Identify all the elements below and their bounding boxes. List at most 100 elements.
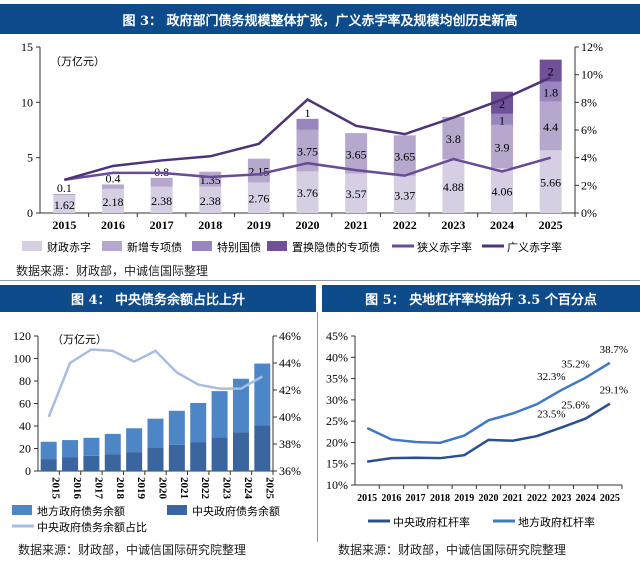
x-tick-label: 2017: [150, 218, 174, 232]
divider: [0, 280, 640, 281]
data-label: 32.3%: [537, 371, 565, 383]
data-label: 1: [305, 106, 311, 120]
legend-swatch: [22, 241, 42, 251]
y2-tick-label: 12%: [581, 40, 603, 54]
x-tick-label: 2025: [539, 218, 563, 232]
x-tick-label: 2016: [381, 493, 401, 504]
series-line: [366, 361, 611, 445]
x-tick-label: 2016: [101, 218, 125, 232]
bar: [147, 418, 164, 448]
data-label: 23.5%: [537, 409, 565, 421]
x-tick-label: 2019: [135, 477, 147, 500]
x-tick-label: 2023: [551, 493, 571, 504]
data-label: 3.37: [394, 188, 415, 202]
bar: [150, 177, 173, 187]
data-label: 38.7%: [600, 344, 628, 356]
y-tick-label: 0: [27, 206, 33, 220]
x-tick-label: 2015: [50, 477, 62, 500]
x-tick-label: 2022: [527, 493, 547, 504]
legend-label: 地方政府杠杆率: [518, 515, 595, 529]
data-label: 5.66: [540, 176, 561, 190]
legend-swatch: [167, 505, 187, 515]
bar: [53, 193, 76, 196]
bar: [254, 425, 271, 471]
unit-label: （万亿元）: [52, 333, 107, 346]
bar: [232, 432, 249, 471]
bar: [190, 402, 207, 443]
data-label: 2.18: [102, 195, 123, 209]
bar: [150, 186, 173, 213]
data-label: 4.4: [543, 120, 558, 134]
legend-label: 财政赤字: [47, 240, 91, 254]
y-tick-label: 100: [13, 352, 31, 366]
x-tick-label: 2021: [503, 493, 523, 504]
y-tick-label: 45%: [326, 329, 348, 343]
x-tick-label: 2020: [479, 493, 499, 504]
data-label: 2: [499, 97, 505, 111]
y-tick-label: 15%: [326, 457, 348, 471]
data-label: 3.65: [346, 147, 367, 161]
bar: [232, 378, 249, 433]
bar: [104, 454, 121, 471]
y-tick-label: 10%: [326, 478, 348, 492]
legend-label: 狭义赤字率: [417, 240, 472, 254]
x-tick-label: 2019: [454, 493, 474, 504]
x-tick-label: 2019: [247, 218, 271, 232]
legend-label: 中央政府债务余额占比: [37, 520, 147, 534]
bar: [442, 116, 465, 159]
y-tick-label: 20: [19, 442, 31, 456]
data-label: 25.6%: [561, 400, 589, 412]
bar: [393, 175, 416, 213]
bar: [491, 113, 514, 125]
bar: [126, 452, 143, 471]
y2-tick-label: 36%: [279, 464, 301, 478]
data-label: 3.8: [446, 132, 461, 146]
y-tick-label: 30%: [326, 393, 348, 407]
bar: [62, 440, 79, 458]
data-label: 2.76: [248, 192, 269, 206]
x-tick-label: 2021: [178, 477, 190, 499]
data-label: 2: [548, 65, 554, 79]
bar: [539, 59, 562, 82]
x-tick-label: 2015: [52, 218, 76, 232]
legend-label: 中央政府债务余额: [192, 504, 280, 518]
legend-label: 新增专项债: [127, 240, 182, 254]
fig3-source: 数据来源：财政部，中诚信国际整理: [16, 264, 209, 278]
data-label: 1.62: [54, 198, 75, 212]
data-label: 0.1: [57, 181, 72, 195]
fig4-source: 数据来源：财政部，中诚信国际研究院整理: [18, 543, 247, 557]
y2-tick-label: 8%: [581, 95, 597, 109]
data-label: 1: [499, 113, 505, 127]
x-tick-label: 2018: [114, 477, 126, 500]
legend-swatch: [102, 241, 122, 251]
data-label: 3.9: [495, 140, 510, 154]
bar: [101, 184, 124, 189]
legend-swatch: [12, 505, 32, 515]
legend-label: 特别国债: [217, 240, 261, 254]
series-line: [366, 402, 611, 463]
legend-swatch: [192, 241, 212, 251]
bar: [199, 186, 222, 213]
x-tick-label: 2020: [296, 218, 320, 232]
x-tick-label: 2018: [430, 493, 450, 504]
bar: [296, 129, 319, 172]
series-line: [63, 76, 552, 182]
legend-swatch: [267, 241, 287, 251]
bar: [101, 188, 124, 213]
data-label: 4.88: [443, 180, 464, 194]
data-label: 3.57: [346, 187, 367, 201]
y2-tick-label: 46%: [279, 329, 301, 343]
bar: [296, 118, 319, 130]
y-tick-label: 15: [21, 40, 33, 54]
y2-tick-label: 38%: [279, 437, 301, 451]
data-label: 4.06: [492, 185, 513, 199]
x-tick-label: 2017: [92, 477, 104, 500]
divider-vertical: [317, 312, 318, 542]
y2-tick-label: 40%: [279, 410, 301, 424]
bar: [83, 455, 100, 471]
y-tick-label: 10: [21, 95, 33, 109]
y-tick-label: 40%: [326, 350, 348, 364]
bar: [53, 195, 76, 213]
bar: [168, 444, 185, 471]
y-tick-label: 35%: [326, 372, 348, 386]
